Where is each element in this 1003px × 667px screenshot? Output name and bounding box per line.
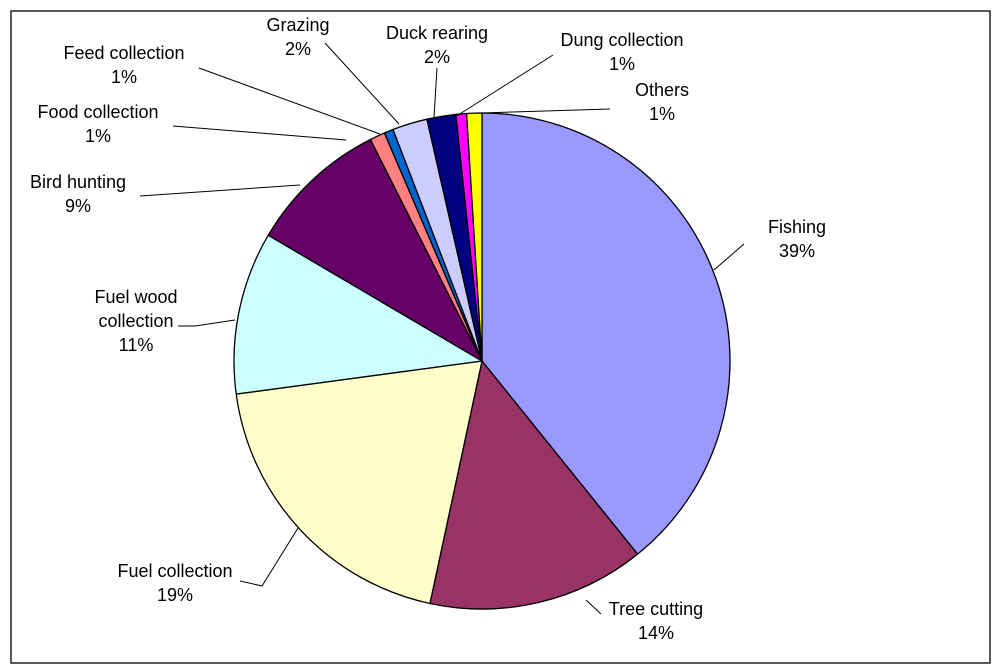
slice-name-label: Fuel collection	[117, 561, 232, 581]
slice-name-label: Duck rearing	[386, 23, 488, 43]
slice-value-label: 39%	[779, 241, 815, 261]
slice-name-label: Food collection	[37, 102, 158, 122]
slice-value-label: 11%	[119, 335, 154, 355]
slice-value-label: 2%	[424, 47, 450, 67]
slice-value-label: 1%	[111, 67, 137, 87]
slice-name-label: Tree cutting	[609, 599, 703, 619]
slice-name-label: Fuel wood	[94, 287, 177, 307]
slice-value-label: 19%	[157, 585, 193, 605]
slice-name-label: Grazing	[266, 15, 329, 35]
slice-value-label: 9%	[65, 196, 91, 216]
slice-name-label: Feed collection	[63, 43, 184, 63]
slice-value-label: 1%	[85, 126, 111, 146]
slice-name-label: Fishing	[768, 217, 826, 237]
slice-name-label: Others	[635, 80, 689, 100]
slices-layer	[234, 113, 730, 609]
slice-name-label: Dung collection	[560, 30, 683, 50]
slice-name-label: collection	[98, 311, 173, 331]
slice-value-label: 2%	[285, 39, 311, 59]
slice-name-label: Bird hunting	[30, 172, 126, 192]
slice-value-label: 1%	[649, 104, 675, 124]
slice-value-label: 1%	[609, 54, 635, 74]
slice-value-label: 14%	[638, 623, 674, 643]
